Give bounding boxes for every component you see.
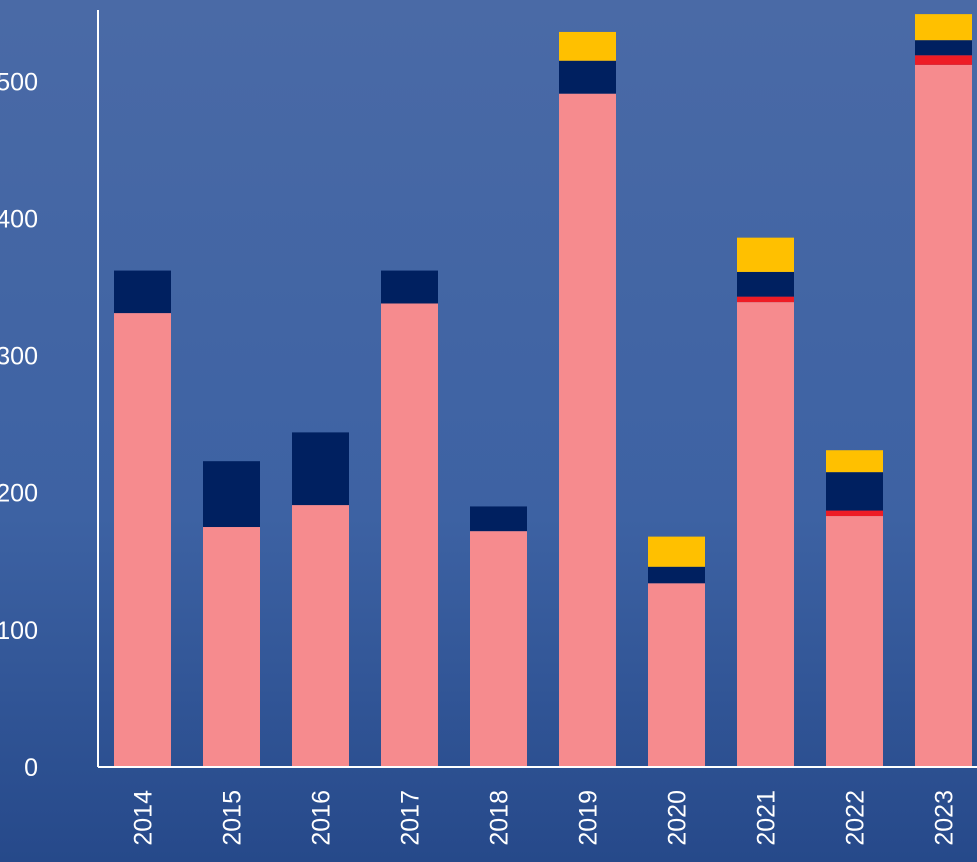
bar-segment	[826, 450, 883, 473]
bar-segment	[559, 93, 616, 767]
bar-segment	[826, 510, 883, 517]
x-tick-label: 2014	[130, 790, 158, 846]
bar-segment	[203, 461, 260, 528]
bar-segment	[381, 270, 438, 304]
bar-segment	[915, 40, 972, 56]
bar-segment	[203, 527, 260, 767]
x-tick-label: 2016	[308, 790, 336, 846]
bar-segment	[292, 432, 349, 506]
y-tick-label: 300	[0, 343, 38, 371]
x-tick-label: 2021	[753, 790, 781, 846]
bar-segment	[114, 270, 171, 314]
bar-segment	[737, 296, 794, 303]
bar-segment	[915, 14, 972, 41]
bar-segment	[114, 313, 171, 767]
bar-segment	[648, 536, 705, 567]
y-tick-label: 400	[0, 205, 38, 233]
bar-segment	[826, 472, 883, 511]
bar-segment	[648, 566, 705, 584]
bar-segment	[915, 55, 972, 65]
bar-segment	[559, 31, 616, 61]
bar-segment	[559, 60, 616, 94]
x-tick-label: 2019	[575, 790, 603, 846]
bar-segment	[737, 302, 794, 767]
bar-segment	[470, 531, 527, 767]
x-tick-label: 2022	[842, 790, 870, 846]
y-tick-label: 500	[0, 68, 38, 96]
y-tick-label: 0	[24, 754, 38, 782]
bar-segment	[648, 583, 705, 767]
bar-segment	[292, 505, 349, 767]
x-tick-label: 2015	[219, 790, 247, 846]
x-tick-label: 2023	[931, 790, 959, 846]
bar-segment	[915, 64, 972, 767]
x-tick-label: 2018	[486, 790, 514, 846]
y-tick-label: 200	[0, 480, 38, 508]
bar-segment	[470, 506, 527, 532]
bar-segment	[381, 303, 438, 767]
x-tick-label: 2020	[664, 790, 692, 846]
bar-segment	[737, 237, 794, 272]
bar-segment	[826, 516, 883, 767]
bar-segment	[737, 271, 794, 297]
y-tick-label: 100	[0, 617, 38, 645]
x-tick-label: 2017	[397, 790, 425, 846]
